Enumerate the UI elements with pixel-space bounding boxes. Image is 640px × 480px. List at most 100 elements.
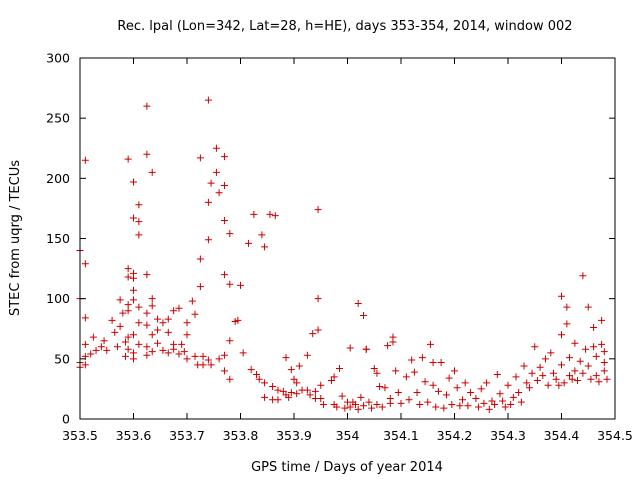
data-point [512,373,520,381]
x-tick-label: 354.4 [544,428,580,443]
data-point [175,304,183,312]
data-point [405,396,413,404]
x-axis: 353.5 353.6 353.7 353.8 353.9 354 354.1 354.2 35… [62,58,633,443]
data-point [426,340,434,348]
data-point [178,340,186,348]
x-tick-label: 353.8 [223,428,259,443]
data-point [191,352,199,360]
data-point [154,326,162,334]
x-tick-label: 353.7 [169,428,205,443]
data-point [121,352,129,360]
data-point [279,387,287,395]
data-point [143,102,151,110]
data-point [354,405,362,413]
data-point [333,403,341,411]
data-point [81,156,89,164]
data-point [373,401,381,409]
y-tick-label: 50 [54,351,70,366]
data-point [598,316,606,324]
data-point [453,384,461,392]
data-point [220,182,228,190]
x-axis-label: GPS time / Days of year 2014 [251,460,443,475]
data-point [119,309,127,317]
data-point [389,338,397,346]
data-point [317,381,325,389]
data-point [143,271,151,279]
x-tick-label: 353.9 [276,428,312,443]
data-point [467,389,475,397]
data-point [418,354,426,362]
data-point [207,179,215,187]
data-point [124,333,132,341]
data-point [130,296,137,304]
data-point [311,387,319,395]
x-tick-label: 354.3 [490,428,526,443]
data-point [314,206,322,214]
data-point [424,398,432,406]
data-point [429,358,437,366]
data-point [215,189,223,197]
data-point [402,373,410,381]
data-point [148,295,156,303]
data-point [440,404,448,412]
data-point [579,272,587,280]
data-point [571,367,579,375]
data-point [269,383,277,391]
data-point [592,352,600,360]
data-point [183,331,191,339]
data-point [116,296,124,304]
data-point [472,395,480,403]
data-point [397,399,405,407]
data-point [555,381,563,389]
data-point [456,402,464,410]
data-point [544,381,552,389]
data-point [574,376,582,384]
data-point [413,389,421,397]
data-point [448,401,456,409]
data-point [560,379,568,387]
data-point [541,355,549,363]
data-point [507,401,515,409]
data-point [373,369,381,377]
data-point [135,218,143,226]
data-point [549,369,557,377]
data-point [330,373,338,381]
data-point [170,307,178,315]
data-point [539,372,547,380]
data-point [164,328,172,336]
data-point [130,286,137,294]
data-point [159,346,167,354]
data-point [180,348,188,356]
data-point [319,401,327,409]
data-point [295,362,303,370]
data-point [290,375,298,383]
data-point [111,328,119,336]
data-point [584,303,592,311]
data-point [143,321,151,329]
data-point [247,366,255,374]
data-point [335,364,343,372]
y-axis: 0 50 100 150 200 250 300 [46,51,615,427]
data-point [148,302,156,310]
data-point [376,383,384,391]
data-point [220,271,228,279]
data-point [392,367,400,375]
data-point [215,355,223,363]
data-point [250,210,258,218]
x-tick-label: 354.1 [383,428,419,443]
data-point [124,265,132,273]
data-point [571,339,579,347]
data-point [124,345,132,353]
data-point [255,375,263,383]
data-point [124,273,132,281]
data-point [148,348,156,356]
data-point [579,369,587,377]
data-point [253,370,261,378]
data-point [590,343,598,351]
data-point [590,324,598,332]
data-point [258,231,266,239]
data-point [410,368,418,376]
data-point [306,391,314,399]
data-point [365,398,373,406]
x-tick-label: 353.5 [62,428,98,443]
